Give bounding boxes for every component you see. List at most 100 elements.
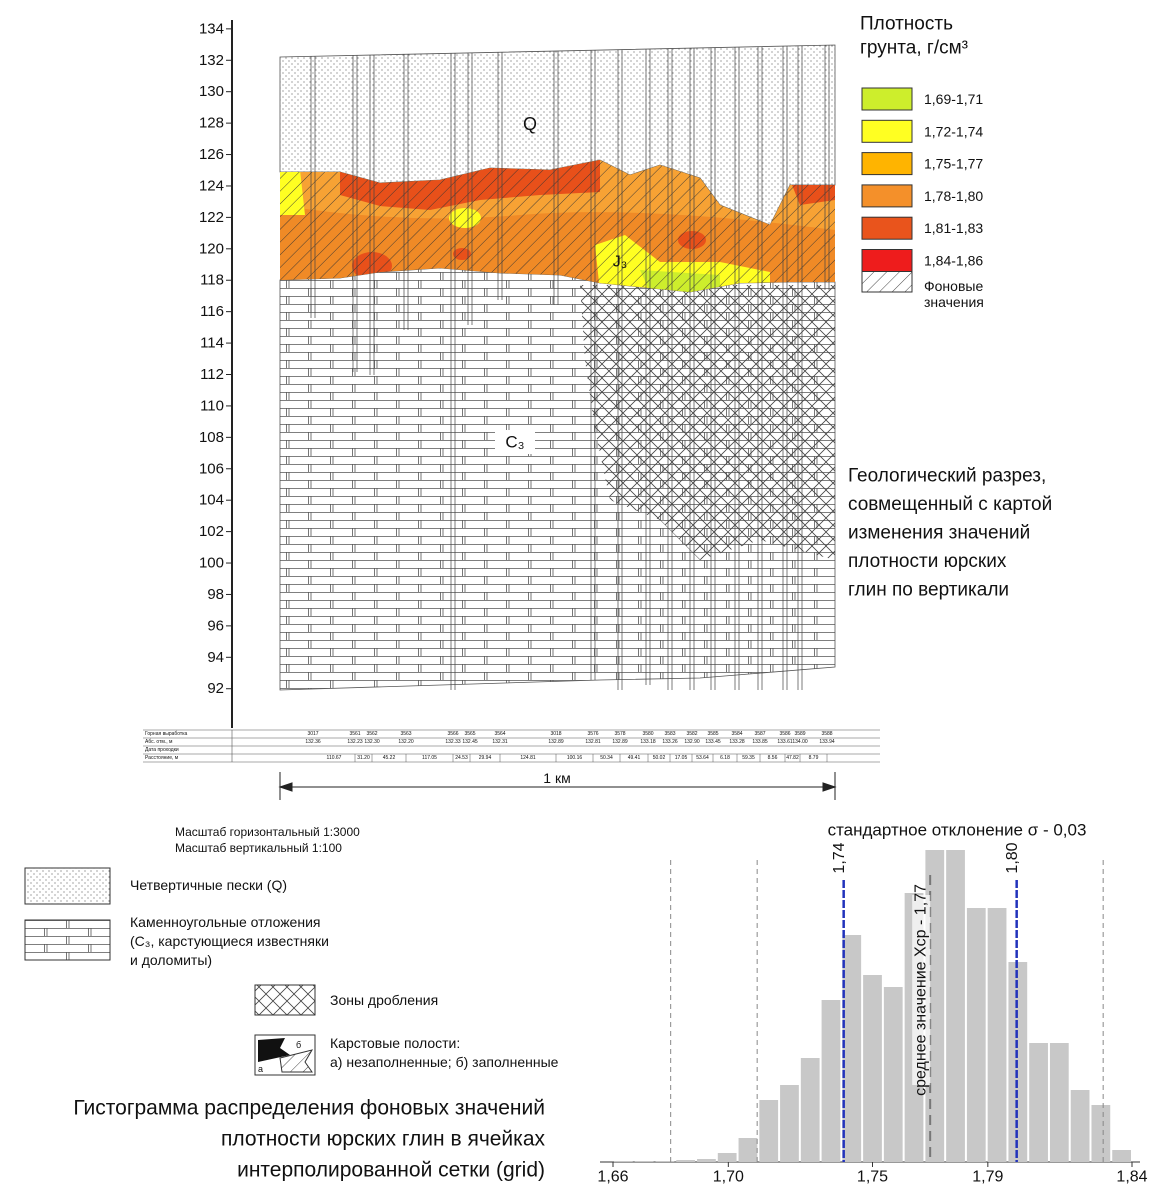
- caption: Гистограмма распределения фоновых значен…: [73, 1097, 545, 1120]
- well-distance: 45.22: [383, 755, 396, 761]
- y-tick-label: 116: [200, 303, 224, 320]
- y-tick-label: 130: [199, 83, 224, 100]
- y-tick-label: 120: [199, 240, 224, 257]
- well: [689, 48, 695, 690]
- legend-icon-c: [24, 919, 111, 961]
- y-tick-label: 124: [199, 177, 224, 194]
- note: Геологический разрез,: [848, 466, 1046, 487]
- well: [467, 52, 473, 325]
- well: [553, 51, 559, 305]
- bar: [759, 1100, 779, 1162]
- well-elevation: 132.90: [684, 739, 700, 745]
- scale-text: Масштаб горизонтальный 1:3000: [175, 825, 360, 839]
- well: [734, 47, 740, 690]
- legend-swatch-background: [861, 269, 913, 293]
- bar: [1049, 1043, 1069, 1162]
- y-tick-label: 92: [207, 680, 224, 697]
- well-id: 3580: [642, 731, 653, 737]
- bar: [842, 935, 862, 1162]
- y-tick-label: 100: [199, 555, 224, 572]
- legend-item-text: а) незаполненные; б) заполненные: [330, 1054, 559, 1070]
- scale-bar-label: 1 км: [543, 770, 570, 786]
- mean-label-bg: [912, 895, 931, 1085]
- scale-bar: [278, 772, 837, 800]
- note: совмещенный с картой: [848, 494, 1052, 515]
- well-distance: 100.16: [567, 755, 583, 761]
- table-row-label: Горная выработка: [145, 731, 188, 737]
- well-id: 3583: [664, 731, 675, 737]
- well-distance: 8.56: [768, 755, 778, 761]
- legend-label: 1,78-1,80: [924, 188, 983, 204]
- well-elevation: 133.26: [662, 739, 678, 745]
- well-elevation: 132.33: [445, 739, 461, 745]
- well: [824, 45, 830, 290]
- well-distance: 53.64: [696, 755, 709, 761]
- y-tick-label: 104: [199, 492, 224, 509]
- well-distance: 8.79: [809, 755, 819, 761]
- well-distance: 29.94: [479, 755, 492, 761]
- bound-label: 1,80: [1004, 842, 1021, 873]
- well-elevation: 132.23: [347, 739, 363, 745]
- well-distance: 47.82: [786, 755, 799, 761]
- legend-label: 1,69-1,71: [924, 91, 983, 107]
- well-distance: 124.81: [520, 755, 536, 761]
- well: [369, 55, 375, 375]
- well-elevation: 133.85: [752, 739, 768, 745]
- bar: [821, 1000, 841, 1162]
- legend-label: Фоновые: [924, 278, 983, 294]
- bar: [780, 1085, 799, 1162]
- bar: [1029, 1043, 1048, 1162]
- legend-item-text: Каменноугольные отложения: [130, 914, 320, 930]
- x-tick-label: 1,75: [857, 1169, 888, 1185]
- well: [797, 45, 803, 690]
- well-id: 3563: [400, 731, 411, 737]
- bar: [987, 908, 1007, 1162]
- y-tick-label: 96: [207, 617, 224, 634]
- legend-swatch: [861, 249, 913, 272]
- y-tick-label: 122: [199, 209, 224, 226]
- well: [617, 49, 623, 690]
- layer-label: J₃: [613, 254, 628, 271]
- well-elevation: 132.89: [548, 739, 564, 745]
- legend-swatch: [861, 119, 913, 143]
- well-elevation: 133.94: [819, 739, 835, 745]
- bar: [614, 1161, 633, 1162]
- y-tick-label: 126: [199, 146, 224, 163]
- karst-filled: [279, 1049, 314, 1073]
- x-tick-label: 1,70: [713, 1169, 744, 1185]
- well: [757, 46, 763, 690]
- bar: [946, 850, 965, 1162]
- y-tick-label: 114: [200, 335, 224, 352]
- bar: [883, 987, 903, 1162]
- legend-swatch: [861, 184, 913, 208]
- bar: [717, 1153, 737, 1162]
- well-elevation: 132.89: [612, 739, 628, 745]
- y-tick-label: 98: [207, 586, 224, 603]
- bar: [1091, 1105, 1111, 1162]
- bar: [634, 1161, 654, 1162]
- y-tick-label: 94: [207, 649, 224, 666]
- well: [667, 48, 673, 690]
- icon-label: б: [296, 1040, 301, 1050]
- wells: [310, 45, 830, 690]
- layer-label: C₃: [505, 433, 524, 452]
- legend-item-text: Зоны дробления: [330, 992, 438, 1008]
- legend-item-text: и доломиты): [130, 952, 212, 968]
- legend-item-text: Четвертичные пески (Q): [130, 877, 287, 893]
- bar: [655, 1161, 675, 1162]
- well-elevation: 133.61: [777, 739, 793, 745]
- layer-j: [280, 160, 835, 292]
- legend-icon-q: [24, 867, 111, 905]
- well-distance: 49.41: [628, 755, 641, 761]
- bar: [1070, 1090, 1090, 1162]
- well-id: 3564: [494, 731, 505, 737]
- well-id: 3565: [464, 731, 475, 737]
- legend-label: 1,75-1,77: [924, 156, 983, 172]
- x-tick-label: 1,79: [972, 1169, 1003, 1185]
- note: изменения значений: [848, 523, 1030, 544]
- y-tick-label: 106: [199, 460, 224, 477]
- bar: [863, 975, 882, 1162]
- well-distance: 6.18: [720, 755, 730, 761]
- well-id: 3587: [754, 731, 765, 737]
